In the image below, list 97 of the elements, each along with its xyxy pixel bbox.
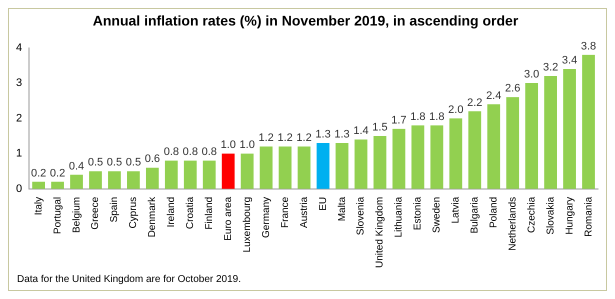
y-tick-label: 3	[16, 77, 22, 90]
bar	[336, 143, 348, 189]
bar	[525, 83, 538, 189]
x-tick-label: Germany	[260, 196, 272, 238]
y-tick-label: 2	[16, 112, 22, 124]
bar	[430, 125, 444, 189]
bar	[51, 182, 64, 189]
x-tick-label: Malta	[336, 196, 348, 222]
data-label: 1.3	[315, 128, 331, 141]
bar	[146, 168, 159, 189]
x-tick-label: Poland	[488, 196, 500, 228]
x-tick-label: Belgium	[71, 196, 82, 233]
data-label: 3.8	[580, 40, 596, 52]
data-label: 3.0	[524, 68, 540, 81]
x-tick-label: Czechia	[526, 196, 538, 233]
bar	[240, 154, 254, 189]
bar	[354, 139, 368, 189]
y-tick-label: 1	[16, 148, 22, 160]
y-tick-label: 0	[16, 182, 22, 195]
data-label: 1.0	[220, 139, 236, 152]
bar	[260, 146, 273, 189]
data-label: 1.8	[429, 110, 444, 123]
text: Data for the United Kingdom are for October 2019.	[17, 274, 242, 285]
bar	[222, 154, 235, 189]
data-label: 1.4	[353, 125, 369, 138]
x-tick-label: Euro area	[222, 196, 234, 241]
x-tick-label: Greece	[90, 196, 102, 230]
bar	[298, 146, 310, 189]
bar	[70, 174, 83, 189]
x-tick-label: Hungary	[564, 196, 576, 235]
data-label: 1.0	[240, 139, 255, 152]
bar	[468, 111, 482, 189]
x-tick-label: Denmark	[147, 196, 158, 238]
bar	[164, 160, 178, 189]
data-label: 1.2	[296, 132, 312, 144]
data-label: 2.2	[467, 96, 482, 109]
x-tick-label: Luxembourg	[242, 196, 253, 252]
data-label: 1.7	[391, 114, 407, 126]
data-label: 0.6	[144, 153, 160, 166]
data-label: 0.4	[68, 160, 84, 172]
x-tick-label: Sweden	[432, 196, 443, 233]
x-tick-label: Italy	[33, 196, 44, 216]
bar	[202, 160, 216, 189]
x-tick-label: Netherlands	[507, 196, 518, 251]
data-label: 1.8	[410, 110, 426, 123]
data-label: 1.2	[258, 132, 274, 144]
x-tick-label: Ireland	[166, 196, 178, 228]
data-label: 1.3	[334, 128, 350, 141]
x-tick-label: Slovenia	[356, 196, 367, 236]
x-tick-label: Latvia	[450, 196, 462, 224]
x-tick-label: Estonia	[412, 196, 424, 230]
bar	[506, 97, 520, 189]
data-label: 3.2	[542, 62, 558, 74]
x-tick-label: France	[280, 196, 291, 228]
y-tick-label: 4	[16, 42, 22, 54]
bar	[278, 146, 292, 189]
data-label: 0.2	[50, 167, 66, 180]
bar	[544, 76, 557, 189]
x-tick-label: Bulgaria	[469, 196, 480, 234]
x-tick-label: Finland	[204, 196, 216, 230]
data-label: 0.8	[164, 146, 179, 158]
x-tick-label: EU	[318, 196, 329, 211]
x-tick-label: United Kingdom	[374, 196, 386, 268]
bar	[487, 104, 500, 189]
bar	[32, 182, 45, 189]
bar	[392, 128, 406, 189]
data-label: 2.4	[486, 90, 502, 102]
data-label: 1.5	[372, 121, 388, 134]
data-label: 1.2	[277, 132, 293, 144]
bar	[374, 136, 386, 189]
data-label: 3.4	[562, 54, 578, 66]
data-label: 0.5	[126, 156, 142, 169]
x-tick-label: Austria	[298, 196, 310, 228]
data-label: 2.6	[505, 82, 520, 95]
x-tick-label: Romania	[583, 196, 594, 237]
data-label: 0.5	[106, 156, 122, 169]
x-tick-label: Portugal	[52, 196, 64, 234]
bar	[184, 160, 197, 189]
x-tick-label: Slovakia	[545, 196, 556, 235]
bar	[108, 171, 121, 189]
bar	[411, 125, 424, 189]
data-label: 0.2	[30, 167, 46, 180]
chart-title: Annual inflation rates (%) in November 2019, in ascending order	[92, 12, 519, 28]
data-label: 0.8	[182, 146, 198, 158]
bar	[127, 171, 140, 189]
data-label: 0.8	[202, 146, 217, 158]
data-label: 0.5	[88, 156, 104, 169]
bar	[582, 54, 595, 189]
bar	[563, 68, 576, 189]
x-tick-label: Croatia	[185, 196, 196, 230]
x-tick-label: Cyprus	[128, 196, 140, 229]
bar	[316, 143, 330, 189]
data-label: 2.0	[448, 104, 464, 116]
x-tick-label: Lithuania	[394, 196, 405, 238]
bar	[89, 171, 102, 189]
x-tick-label: Spain	[109, 196, 120, 222]
bar	[449, 118, 462, 189]
